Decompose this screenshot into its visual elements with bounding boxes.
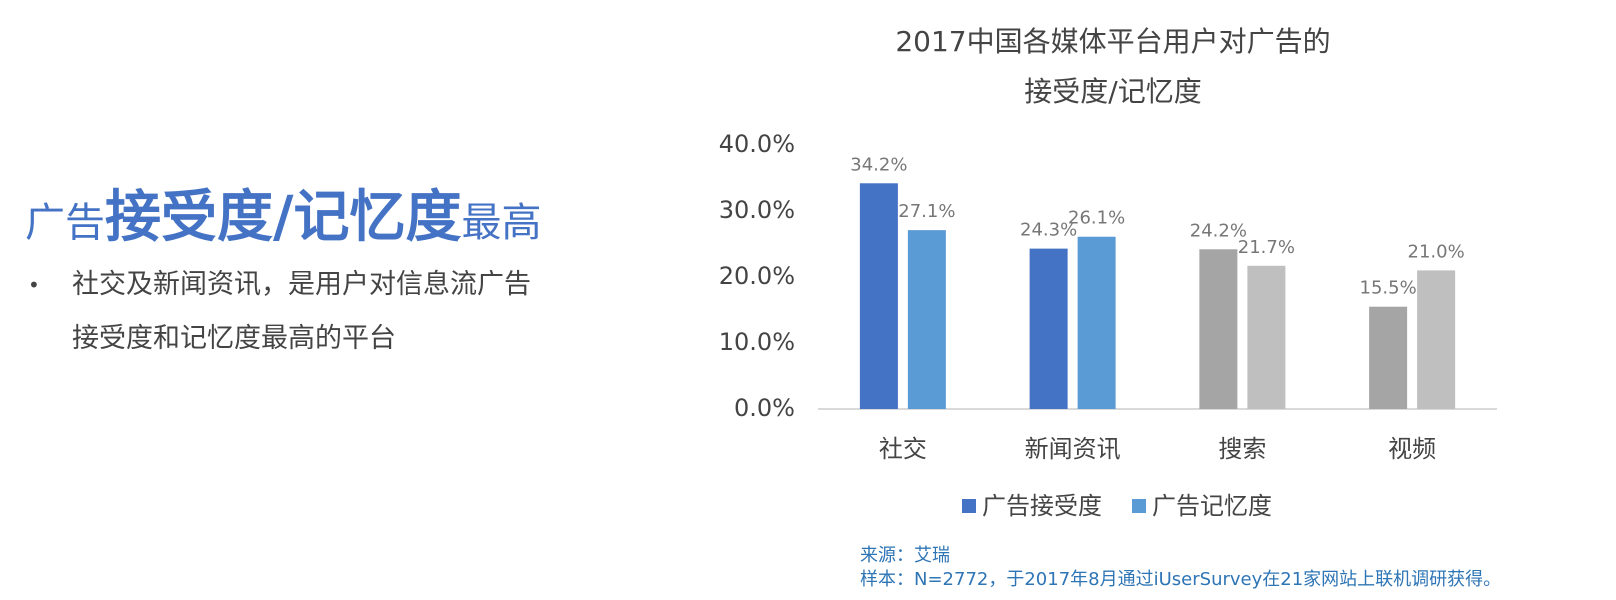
x-tick-label: 搜索 xyxy=(1218,435,1266,463)
value-label: 26.1% xyxy=(1068,208,1125,229)
bar xyxy=(1369,306,1408,409)
bar xyxy=(1077,236,1116,409)
y-tick-label: 0.0% xyxy=(734,394,795,422)
value-label: 21.7% xyxy=(1238,237,1295,258)
bar xyxy=(1029,248,1068,409)
value-label: 34.2% xyxy=(850,154,907,175)
bar xyxy=(859,183,898,409)
bullet-text: 社交及新闻资讯，是用户对信息流广告接受度和记忆度最高的平台 xyxy=(72,269,531,354)
value-label: 24.3% xyxy=(1020,220,1077,241)
y-tick-label: 20.0% xyxy=(719,262,795,290)
source: 来源：艾瑞 xyxy=(860,545,950,566)
bar xyxy=(1247,265,1286,409)
value-label: 24.2% xyxy=(1190,220,1247,241)
bar xyxy=(907,230,946,409)
y-tick-label: 30.0% xyxy=(719,196,795,224)
heading-prefix: 广告 xyxy=(25,200,105,246)
legend-label: 广告接受度 xyxy=(982,492,1102,520)
y-tick-label: 40.0% xyxy=(719,130,795,158)
bullet: • 社交及新闻资讯，是用户对信息流广告接受度和记忆度最高的平台 xyxy=(28,258,552,366)
legend-swatch xyxy=(1132,499,1146,513)
bullet-dot: • xyxy=(28,273,40,297)
x-tick-label: 社交 xyxy=(879,435,927,463)
chart-title: 接受度/记忆度 xyxy=(1024,75,1201,108)
bar xyxy=(1199,249,1238,409)
value-label: 21.0% xyxy=(1408,241,1465,262)
bar xyxy=(1417,270,1456,409)
sample-note: 样本：N=2772，于2017年8月通过iUserSurvey在21家网站上联机… xyxy=(860,569,1501,590)
heading-suffix: 最高 xyxy=(461,200,542,246)
x-tick-label: 新闻资讯 xyxy=(1025,435,1121,463)
heading: 广告接受度/记忆度最高 xyxy=(25,172,541,253)
value-label: 15.5% xyxy=(1360,278,1417,299)
value-label: 27.1% xyxy=(898,201,955,222)
y-tick-label: 10.0% xyxy=(719,328,795,356)
heading-emphasis: 接受度/记忆度 xyxy=(105,185,462,250)
x-tick-label: 视频 xyxy=(1388,435,1436,463)
legend-label: 广告记忆度 xyxy=(1152,492,1272,520)
legend-swatch xyxy=(962,499,976,513)
chart-title: 2017中国各媒体平台用户对广告的 xyxy=(895,25,1330,58)
